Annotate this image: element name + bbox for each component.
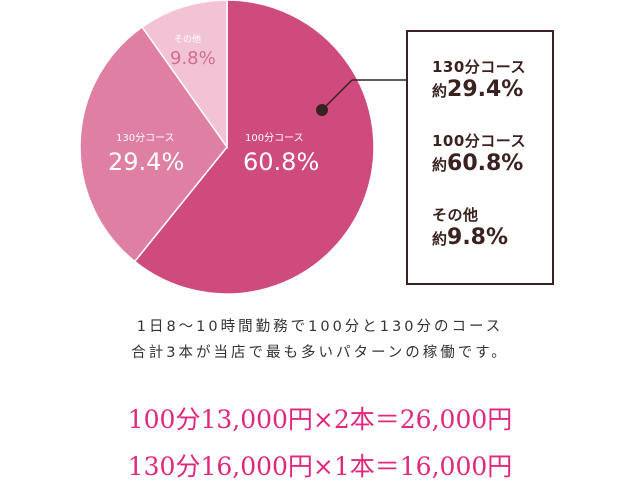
description-line-1: 1日8～10時間勤務で100分と130分のコース [136,319,504,335]
legend-prefix-other: 約 [432,230,448,248]
legend-name-other: その他 [432,206,479,224]
legend-number-100: 60.8% [447,151,524,176]
legend-entry-130: 130分コース 約29.4% [432,56,526,102]
description-text: 1日8～10時間勤務で100分と130分のコース 合計3本が当店で最も多いパター… [0,314,640,366]
legend-box: 130分コース 約29.4% 100分コース 約60.8% その他 約9.8% [406,30,554,285]
slice-label-value-other: 9.8% [170,48,216,69]
slice-label-name-130: 130分コース [116,132,175,144]
legend-prefix-130: 約 [432,82,448,100]
slice-label-name-100: 100分コース [245,132,304,144]
calculation-line-1: 100分13,000円×2本＝26,000円 [127,405,513,434]
slice-label-name-other: その他 [174,33,201,45]
leader-line [321,79,353,111]
legend-number-130: 29.4% [447,77,524,102]
pie-chart: 100分コース 60.8% 130分コース 29.4% その他 9.8% [79,0,406,295]
leader-dot [316,104,328,116]
legend-value-other: 約9.8% [432,225,508,250]
legend-value-100: 約60.8% [432,151,526,176]
description-line-2: 合計3本が当店で最も多いパターンの稼働です。 [131,345,509,361]
calculation-line-2: 130分16,000円×1本＝16,000円 [127,452,513,481]
legend-name-100: 100分コース [432,132,527,150]
slice-label-value-130: 29.4% [108,148,184,176]
legend-entry-100: 100分コース 約60.8% [432,130,526,176]
legend-prefix-100: 約 [432,156,448,174]
legend-number-other: 9.8% [447,225,509,250]
legend-entry-other: その他 約9.8% [432,204,508,250]
earnings-calculation: 100分13,000円×2本＝26,000円 130分16,000円×1本＝16… [0,396,640,490]
pie-slice-130 [79,25,228,263]
pie-slice-100 [133,0,375,295]
pie-slice-other [141,0,228,150]
legend-value-130: 約29.4% [432,77,526,102]
slice-label-value-100: 60.8% [243,148,319,176]
legend-name-130: 130分コース [432,58,527,76]
